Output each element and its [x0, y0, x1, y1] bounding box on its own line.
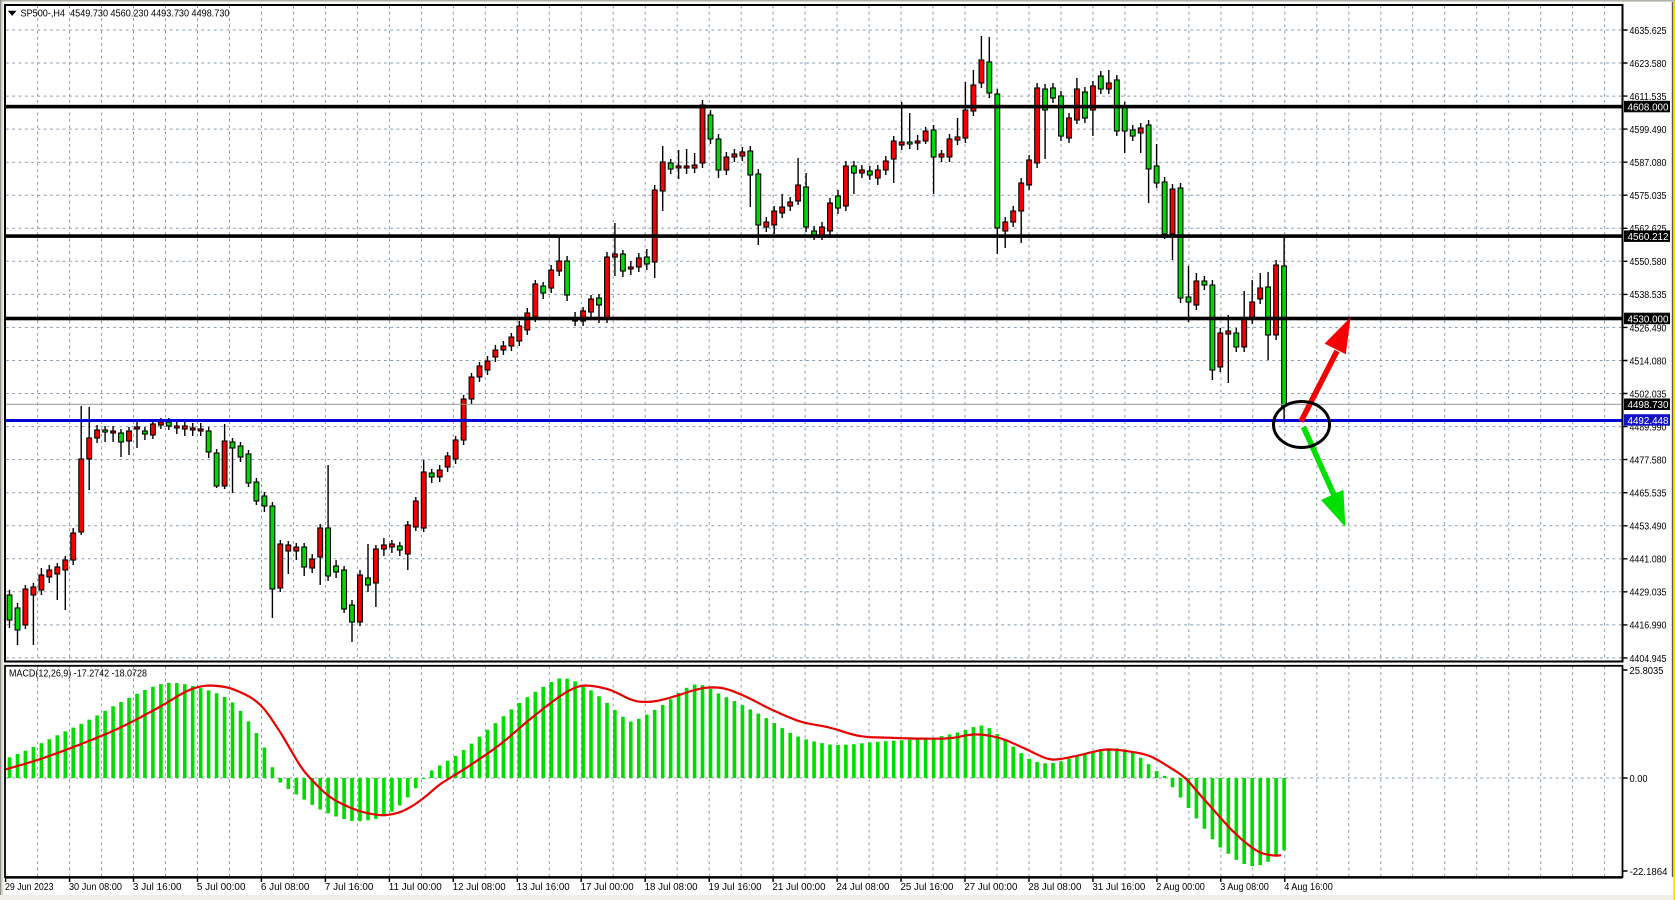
svg-text:2 Aug 00:00: 2 Aug 00:00 — [1156, 882, 1205, 893]
svg-text:0.00: 0.00 — [1630, 774, 1648, 785]
svg-text:4502.035: 4502.035 — [1630, 389, 1667, 400]
svg-text:4608.000: 4608.000 — [1628, 102, 1669, 113]
svg-text:4514.080: 4514.080 — [1630, 356, 1667, 367]
svg-text:31 Jul 16:00: 31 Jul 16:00 — [1092, 882, 1145, 893]
svg-text:11 Jul 00:00: 11 Jul 00:00 — [389, 882, 442, 893]
svg-text:4477.580: 4477.580 — [1630, 455, 1667, 466]
svg-text:19 Jul 16:00: 19 Jul 16:00 — [709, 882, 762, 893]
svg-text:3 Jul 16:00: 3 Jul 16:00 — [133, 882, 182, 893]
svg-text:4416.990: 4416.990 — [1630, 621, 1667, 632]
svg-text:6 Jul 08:00: 6 Jul 08:00 — [261, 882, 310, 893]
svg-text:4 Aug 16:00: 4 Aug 16:00 — [1284, 882, 1333, 893]
svg-text:SP500-,H4 4549.730 4560.230 4: SP500-,H4 4549.730 4560.230 4493.730 449… — [21, 8, 230, 19]
svg-text:4560.212: 4560.212 — [1628, 232, 1669, 243]
svg-text:4575.035: 4575.035 — [1630, 191, 1667, 202]
svg-text:4623.580: 4623.580 — [1630, 59, 1667, 70]
svg-text:4635.625: 4635.625 — [1630, 26, 1667, 37]
svg-text:4429.035: 4429.035 — [1630, 588, 1667, 599]
svg-text:4587.080: 4587.080 — [1630, 158, 1667, 169]
svg-text:4492.448: 4492.448 — [1628, 416, 1669, 427]
svg-text:4465.535: 4465.535 — [1630, 489, 1667, 500]
svg-text:25.8035: 25.8035 — [1630, 666, 1664, 677]
svg-text:4599.490: 4599.490 — [1630, 125, 1667, 136]
svg-text:25 Jul 16:00: 25 Jul 16:00 — [900, 882, 953, 893]
svg-text:4530.000: 4530.000 — [1628, 314, 1669, 325]
svg-text:29 Jun 2023: 29 Jun 2023 — [5, 882, 54, 893]
svg-text:4550.580: 4550.580 — [1630, 257, 1667, 268]
svg-text:MACD(12,26,9) -17.2742 -18.072: MACD(12,26,9) -17.2742 -18.0728 — [9, 669, 147, 680]
svg-text:24 Jul 08:00: 24 Jul 08:00 — [836, 882, 889, 893]
svg-text:7 Jul 16:00: 7 Jul 16:00 — [325, 882, 374, 893]
svg-text:21 Jul 00:00: 21 Jul 00:00 — [773, 882, 826, 893]
svg-text:4498.730: 4498.730 — [1628, 400, 1669, 411]
svg-text:-22.1864: -22.1864 — [1630, 867, 1668, 878]
svg-text:4441.080: 4441.080 — [1630, 555, 1667, 566]
svg-text:5 Jul 00:00: 5 Jul 00:00 — [197, 882, 246, 893]
svg-text:4611.535: 4611.535 — [1630, 92, 1667, 103]
svg-text:4562.625: 4562.625 — [1630, 224, 1667, 235]
svg-text:4538.535: 4538.535 — [1630, 290, 1667, 301]
svg-text:27 Jul 00:00: 27 Jul 00:00 — [964, 882, 1017, 893]
svg-text:12 Jul 08:00: 12 Jul 08:00 — [453, 882, 506, 893]
svg-text:3 Aug 08:00: 3 Aug 08:00 — [1220, 882, 1269, 893]
svg-text:4526.490: 4526.490 — [1630, 323, 1667, 334]
svg-text:13 Jul 16:00: 13 Jul 16:00 — [517, 882, 570, 893]
svg-text:17 Jul 00:00: 17 Jul 00:00 — [581, 882, 634, 893]
svg-text:4404.945: 4404.945 — [1630, 654, 1667, 665]
svg-text:18 Jul 08:00: 18 Jul 08:00 — [645, 882, 698, 893]
svg-text:30 Jun 08:00: 30 Jun 08:00 — [69, 882, 122, 893]
svg-text:4453.490: 4453.490 — [1630, 522, 1667, 533]
svg-text:28 Jul 08:00: 28 Jul 08:00 — [1028, 882, 1081, 893]
svg-text:4489.990: 4489.990 — [1630, 422, 1667, 433]
